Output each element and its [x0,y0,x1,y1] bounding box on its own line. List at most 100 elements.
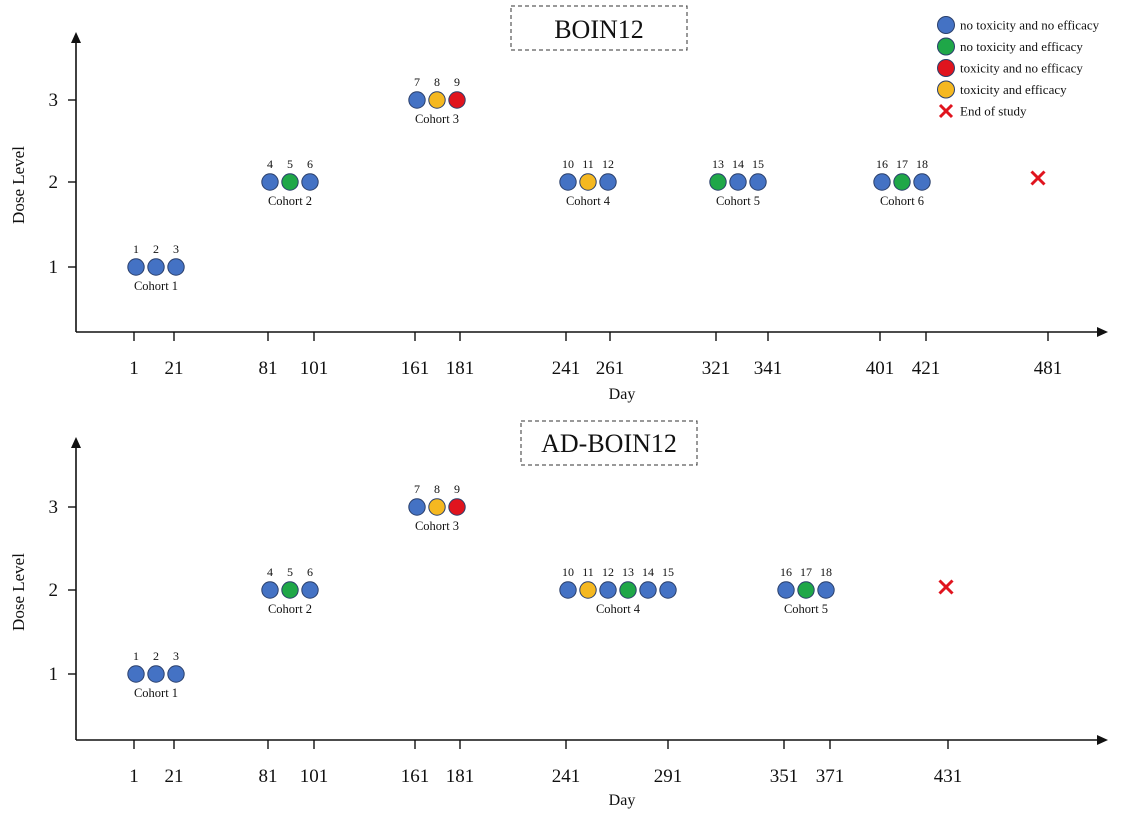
y-tick-label: 2 [49,172,59,193]
patient-point [147,258,165,276]
x-axis-arrow [1097,735,1108,745]
patient-point [639,581,657,599]
cohort-label: Cohort 1 [134,279,178,293]
y-tick-label: 3 [49,497,59,518]
patient-point [749,173,767,191]
cohort-group: 1 2 3 Cohort 1 [127,242,185,293]
patient-id-label: 18 [820,565,832,579]
patient-id-label: 8 [434,75,440,89]
x-tick-label: 101 [300,766,329,787]
patient-id-label: 1 [133,649,139,663]
x-tick-label: 431 [934,766,963,787]
patient-id-label: 13 [622,565,634,579]
end-cross-stroke [938,579,954,595]
legend-label: no toxicity and no efficacy [960,18,1100,33]
patient-id-label: 1 [133,242,139,256]
legend-label: toxicity and no efficacy [960,61,1083,76]
y-axis-title: Dose Level [9,146,28,224]
patient-point [301,173,319,191]
patient-point [619,581,637,599]
patient-point [797,581,815,599]
patient-point [428,91,446,109]
y-tick-label: 1 [49,257,59,278]
cohort-group: 1 2 3 Cohort 1 [127,649,185,700]
cohort-group: 13 14 15 Cohort 5 [709,157,767,208]
x-tick-label: 101 [300,358,329,379]
patient-point [167,665,185,683]
y-axis-arrow [71,437,81,448]
patient-id-label: 15 [662,565,674,579]
patient-point [873,173,891,191]
patient-id-label: 14 [642,565,654,579]
cohort-label: Cohort 4 [566,194,611,208]
legend: no toxicity and no efficacy no toxicity a… [937,16,1100,119]
patient-id-label: 16 [876,157,888,171]
patient-point [709,173,727,191]
cohort-group: 7 8 9 Cohort 3 [408,482,466,533]
patient-id-label: 4 [267,157,273,171]
x-tick-label: 351 [770,766,799,787]
cohort-group: 16 17 18 Cohort 6 [873,157,931,208]
x-tick-label: 1 [129,358,139,379]
legend-item: toxicity and efficacy [937,80,1067,99]
x-tick-label: 401 [866,358,895,379]
patient-point [448,91,466,109]
patient-id-label: 5 [287,565,293,579]
patient-point [659,581,677,599]
x-tick-label: 1 [129,766,139,787]
x-tick-label: 421 [912,358,941,379]
patient-id-label: 17 [800,565,812,579]
patient-point [147,665,165,683]
patient-id-label: 6 [307,157,313,171]
cohort-label: Cohort 3 [415,112,459,126]
cohort-label: Cohort 1 [134,686,178,700]
cohort-group: 10 11 12 Cohort 4 [559,157,617,208]
patient-id-label: 16 [780,565,792,579]
patient-point [777,581,795,599]
patient-id-label: 5 [287,157,293,171]
patient-point [559,173,577,191]
legend-item: no toxicity and no efficacy [937,16,1100,34]
patient-id-label: 4 [267,565,273,579]
chart-title-box [510,5,688,51]
x-tick-label: 81 [259,358,278,379]
patient-point [579,173,597,191]
cohort-label: Cohort 4 [596,602,641,616]
x-axis-arrow [1097,327,1108,337]
chart-title: AD-BOIN12 [541,429,677,458]
x-tick-label: 241 [552,358,581,379]
x-tick-label: 241 [552,766,581,787]
patient-point [893,173,911,191]
y-axis-title: Dose Level [9,553,28,631]
patient-id-label: 7 [414,75,420,89]
legend-swatch [937,59,955,77]
y-tick-label: 1 [49,664,59,685]
cohort-label: Cohort 2 [268,194,312,208]
patient-id-label: 3 [173,649,179,663]
legend-swatch [937,16,955,34]
x-tick-label: 291 [654,766,683,787]
patient-id-label: 10 [562,565,574,579]
cohort-group: 16 17 18 Cohort 5 [777,565,835,616]
patient-id-label: 10 [562,157,574,171]
patient-point [559,581,577,599]
x-tick-label: 161 [401,766,430,787]
patient-point [408,91,426,109]
patient-point [261,581,279,599]
cohort-group: 7 8 9 Cohort 3 [408,75,466,126]
patient-id-label: 11 [582,157,594,171]
x-tick-label: 161 [401,358,430,379]
patient-id-label: 2 [153,649,159,663]
patient-point [301,581,319,599]
patient-id-label: 12 [602,565,614,579]
patient-id-label: 14 [732,157,744,171]
patient-point [817,581,835,599]
cohort-label: Cohort 6 [880,194,924,208]
patient-id-label: 12 [602,157,614,171]
x-tick-label: 321 [702,358,731,379]
patient-id-label: 9 [454,482,460,496]
cohort-label: Cohort 2 [268,602,312,616]
